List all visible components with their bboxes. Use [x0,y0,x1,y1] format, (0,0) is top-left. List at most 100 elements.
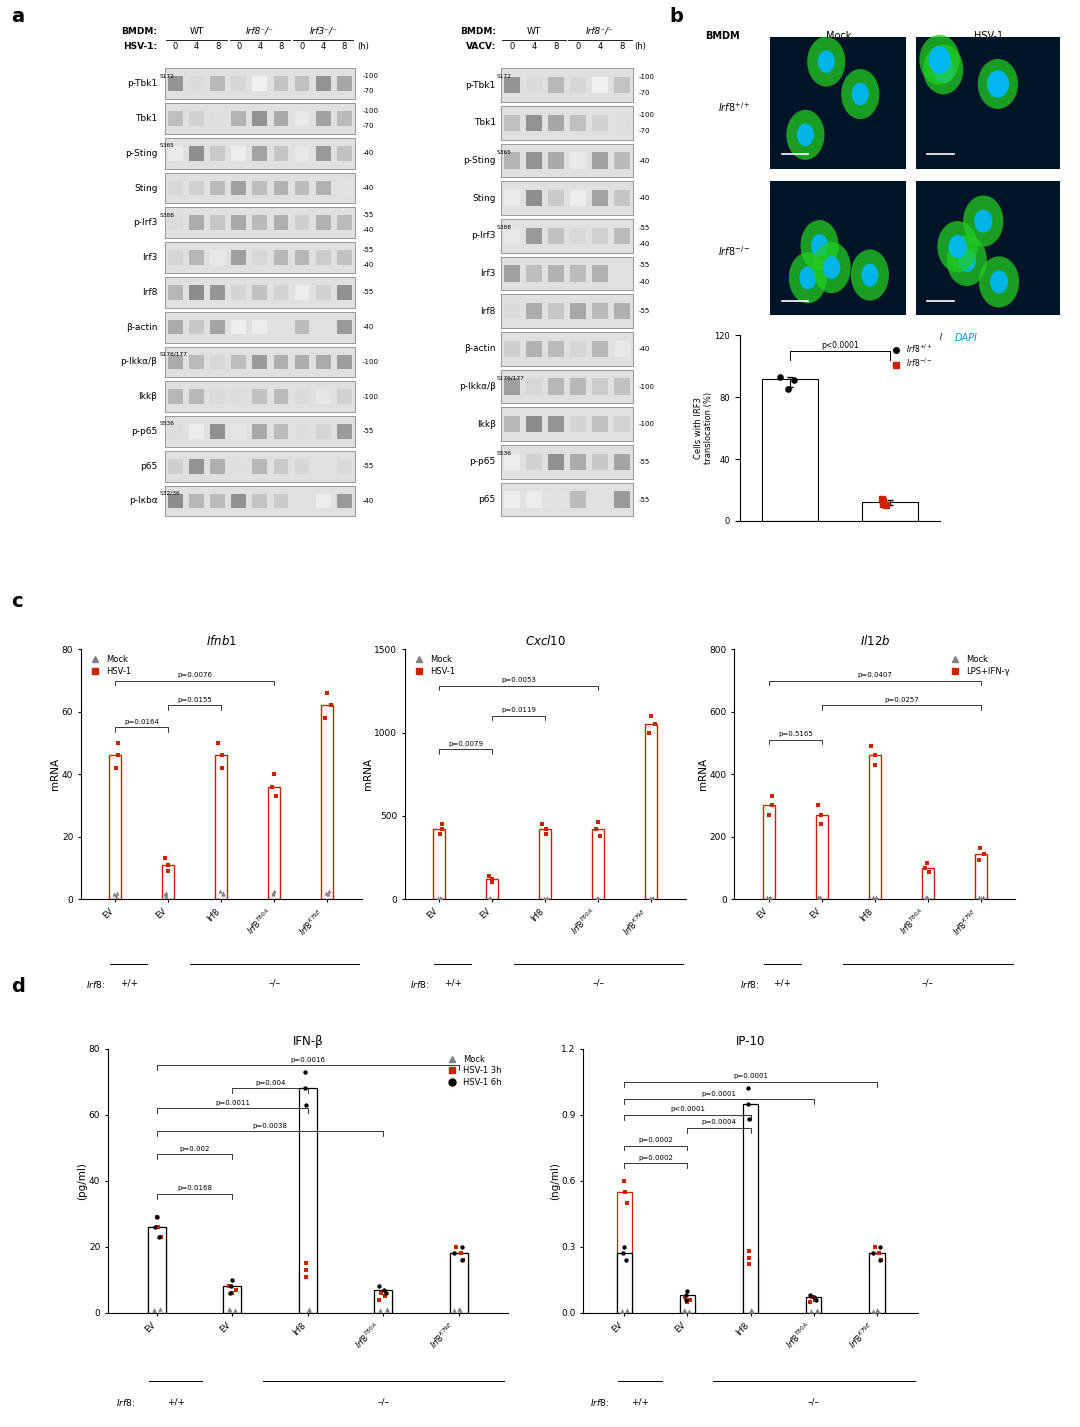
Bar [762,898,774,899]
Bar [921,868,934,899]
Bar [299,1270,316,1313]
Bar [374,1296,392,1313]
Text: p=0.0407: p=0.0407 [858,672,892,678]
Text: Tbk1: Tbk1 [135,114,158,123]
Bar [868,898,881,899]
Point [643,888,660,910]
Text: p=0.0076: p=0.0076 [177,672,213,678]
Point [801,1290,819,1313]
Text: -55: -55 [363,464,374,469]
Ellipse shape [919,34,960,84]
Point [151,1226,168,1249]
Bar [869,1253,885,1313]
Bar [273,494,288,508]
Bar [273,320,288,334]
Bar [253,181,267,195]
Point [645,886,662,909]
Point [764,793,781,816]
Point [538,886,555,909]
Text: p-Ikkα/β: p-Ikkα/β [459,382,496,391]
Bar [504,491,519,508]
Bar [761,378,818,521]
Bar [315,494,330,508]
Ellipse shape [974,210,993,233]
Point [810,793,827,816]
Bar [322,893,334,899]
Bar [165,277,355,308]
Text: Ikkβ: Ikkβ [477,420,496,428]
Bar [337,494,352,508]
Bar [211,111,225,126]
Bar [549,303,564,320]
Bar [617,1310,632,1313]
Text: Mock: Mock [826,31,852,41]
Bar [501,294,633,328]
Point [810,886,827,909]
Point [867,753,885,776]
Point [873,488,890,511]
Point [866,743,883,766]
Text: a: a [11,7,24,26]
Bar [504,190,519,207]
Point [158,882,175,905]
Bar [975,898,987,899]
Text: p=0.0079: p=0.0079 [448,741,484,746]
Bar [501,144,633,177]
Text: 4: 4 [321,41,326,51]
Point [379,1299,396,1321]
Point [874,489,891,512]
Point [264,883,281,906]
Bar [168,494,183,508]
Bar [526,77,542,93]
Point [869,1299,887,1321]
Text: p=0.0004: p=0.0004 [702,1119,737,1126]
Text: -55: -55 [638,308,649,314]
Text: p-Sting: p-Sting [463,156,496,166]
Point [267,785,284,808]
Bar [526,303,542,320]
Ellipse shape [841,68,879,118]
Bar [253,111,267,126]
Bar [679,1310,696,1313]
Bar [168,111,183,126]
Bar [231,146,246,161]
Text: Irf3: Irf3 [481,270,496,278]
Bar [504,77,519,93]
Bar [592,341,608,357]
Point [613,1300,631,1323]
Text: +/+: +/+ [166,1397,185,1407]
Text: -70: -70 [638,128,650,134]
Bar [501,218,633,253]
Text: 4: 4 [194,41,199,51]
Text: Irf8⁻/⁻: Irf8⁻/⁻ [586,27,613,36]
Point [146,1299,163,1321]
Point [864,1241,881,1264]
Point [226,1299,243,1321]
Bar [231,111,246,126]
Text: DAPI: DAPI [955,332,977,342]
Bar [374,1310,392,1313]
Bar [162,865,175,899]
Bar [168,215,183,230]
Bar [526,114,542,131]
Bar [231,459,246,474]
Bar [549,114,564,131]
Bar [337,146,352,161]
Bar [165,417,355,447]
Bar [570,454,585,469]
Bar [592,77,608,93]
Bar [592,303,608,320]
Bar [148,1227,166,1313]
Point [870,1241,888,1264]
Point [429,886,446,909]
Point [300,1297,318,1320]
Text: p=0.0002: p=0.0002 [638,1137,673,1143]
Text: p65: p65 [478,495,496,504]
Bar [743,1104,758,1313]
Point [265,882,282,905]
Bar [501,407,633,441]
Point [743,1299,760,1321]
Point [431,822,448,845]
Bar [806,1297,822,1313]
Bar [869,1253,885,1313]
